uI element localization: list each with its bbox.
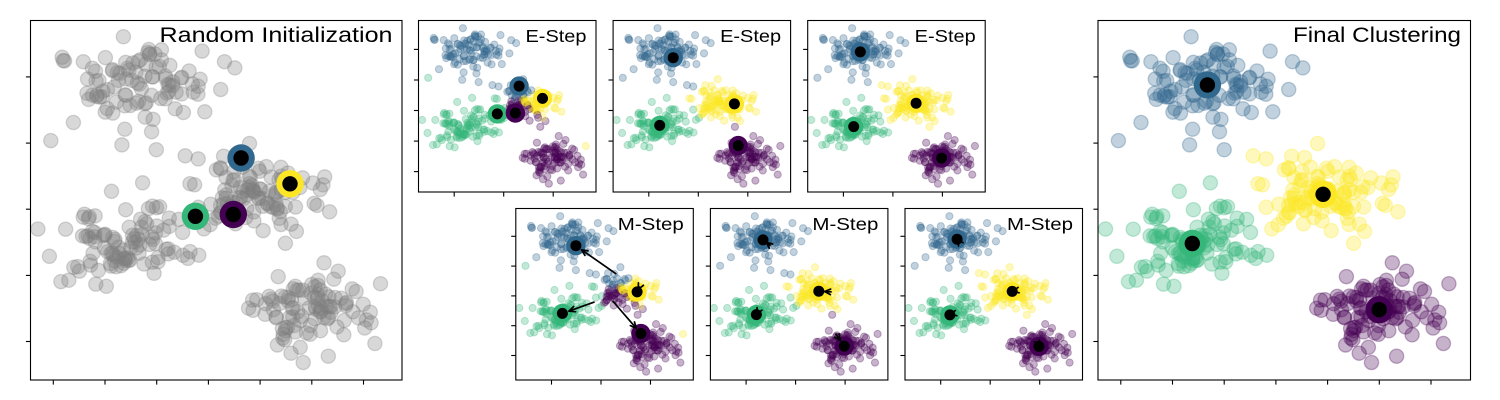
svg-text:E-Step: E-Step [720,26,781,46]
svg-text:M-Step: M-Step [812,214,878,234]
svg-text:Final Clustering: Final Clustering [1293,24,1461,47]
svg-text:E-Step: E-Step [915,26,976,46]
svg-text:M-Step: M-Step [1007,214,1073,234]
svg-text:Random Initialization: Random Initialization [160,24,393,47]
svg-text:E-Step: E-Step [526,26,587,46]
svg-text:M-Step: M-Step [618,214,684,234]
